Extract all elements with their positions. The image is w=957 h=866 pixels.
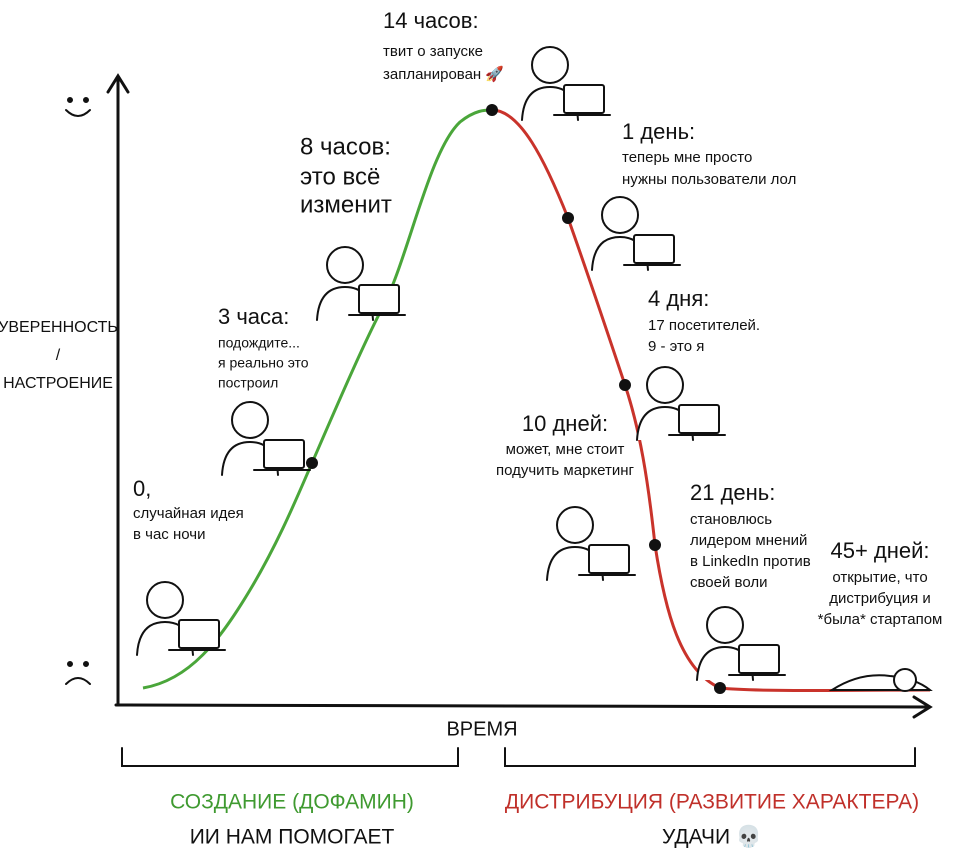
milestone-text: я реально это — [218, 355, 309, 371]
milestone-text: дистрибуция и — [829, 590, 931, 607]
creation-bracket — [121, 747, 459, 767]
milestone-text: открытие, что — [832, 569, 927, 586]
happy-face — [65, 97, 91, 117]
milestone-title: 8 часов: — [300, 133, 391, 160]
distribution-curve — [491, 108, 931, 692]
milestone-text: в час ночи — [133, 526, 205, 543]
milestone-text: 9 - это я — [648, 338, 704, 355]
laptop — [588, 544, 630, 574]
laptop — [263, 439, 305, 469]
character-head — [646, 366, 684, 404]
y-axis-label: / — [56, 347, 61, 364]
milestone-title: 4 дня: — [648, 286, 709, 311]
character-head — [556, 506, 594, 544]
milestone-text: подождите... — [218, 335, 300, 351]
phase-subtitle: УДАЧИ 💀 — [662, 824, 762, 849]
character-head — [531, 46, 569, 84]
milestone-text: изменит — [300, 191, 392, 218]
x-axis-label: ВРЕМЯ — [446, 718, 517, 740]
milestone-text: нужны пользователи лол — [622, 171, 796, 188]
milestone-text: подучить маркетинг — [496, 462, 635, 479]
phase-title: ДИСТРИБУЦИЯ (РАЗВИТИЕ ХАРАКТЕРА) — [505, 791, 919, 814]
creation-curve — [142, 108, 493, 690]
milestone-text: теперь мне просто — [622, 149, 752, 166]
milestone-title: 45+ дней: — [830, 538, 929, 563]
sad-face — [65, 661, 91, 685]
character-head — [231, 401, 269, 439]
milestone-title: 14 часов: — [383, 8, 479, 33]
character-head — [326, 246, 364, 284]
milestone-text: может, мне стоит — [506, 441, 625, 458]
character-head — [706, 606, 744, 644]
laptop — [633, 234, 675, 264]
milestone-text: *была* стартапом — [818, 611, 943, 628]
milestone-title: 0, — [133, 476, 151, 501]
character-head — [146, 581, 184, 619]
milestone-text: случайная идея — [133, 505, 244, 522]
laptop — [563, 84, 605, 114]
milestone-text: построил — [218, 375, 278, 391]
milestone-text: запланирован 🚀 — [383, 65, 504, 83]
y-axis-label: УВЕРЕННОСТЬ — [0, 319, 118, 336]
characters — [136, 46, 933, 692]
milestone-text: 17 посетителей. — [648, 317, 760, 334]
milestone-title: 1 день: — [622, 119, 695, 144]
y-axis — [106, 73, 130, 707]
phase-title: СОЗДАНИЕ (ДОФАМИН) — [170, 791, 414, 814]
character-head — [601, 196, 639, 234]
phase-subtitle: ИИ НАМ ПОМОГАЕТ — [190, 826, 395, 849]
laptop — [678, 404, 720, 434]
x-axis — [114, 695, 933, 719]
milestone-text: твит о запуске — [383, 43, 483, 60]
milestone-text: это всё — [300, 163, 380, 190]
sleeping-head — [893, 668, 917, 692]
milestone-text: становлюсь — [690, 511, 772, 528]
milestone-title: 10 дней: — [522, 411, 608, 436]
laptop — [358, 284, 400, 314]
milestone-text: лидером мнений — [690, 532, 807, 549]
laptop — [178, 619, 220, 649]
y-axis-label: НАСТРОЕНИЕ — [3, 375, 113, 392]
milestone-title: 3 часа: — [218, 304, 289, 329]
distribution-bracket — [504, 747, 916, 767]
milestone-title: 21 день: — [690, 480, 775, 505]
curve-points — [306, 104, 726, 694]
milestone-text: в LinkedIn против — [690, 553, 811, 570]
milestone-text: своей воли — [690, 574, 767, 591]
laptop — [738, 644, 780, 674]
